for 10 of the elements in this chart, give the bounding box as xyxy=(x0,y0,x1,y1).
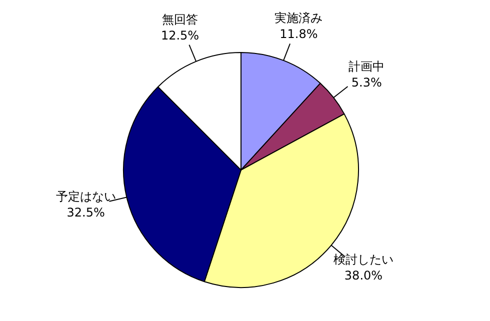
data-label: 5.3% xyxy=(351,76,382,90)
data-label: 38.0% xyxy=(344,268,383,282)
slice-label: 実施済み xyxy=(274,11,323,26)
slice-label: 予定はない xyxy=(56,190,116,204)
slice-label: 計画中 xyxy=(348,60,385,74)
slice-label: 無回答 xyxy=(162,12,198,26)
slice-label: 検討したい xyxy=(333,252,394,266)
data-label: 12.5% xyxy=(160,28,200,42)
data-label: 11.8% xyxy=(280,27,318,42)
data-label: 32.5% xyxy=(66,206,105,220)
